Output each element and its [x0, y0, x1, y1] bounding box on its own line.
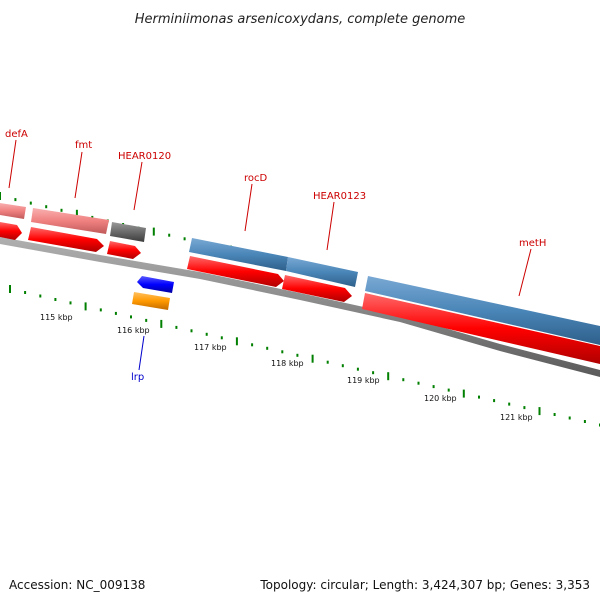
inner-gc-tick	[235, 337, 238, 346]
fmt-leader	[74, 151, 83, 199]
reverse-cds-track	[0, 222, 600, 364]
gene-label-lines	[8, 139, 532, 297]
tick-labels: 115 kbp 116 kbp 117 kbp 118 kbp 119 kbp …	[40, 313, 533, 422]
gene-defA-feature	[0, 203, 26, 219]
gene-labels: defA fmt HEAR0120 rocD HEAR0123 metH lrp	[5, 129, 546, 383]
inner-gc-tick	[508, 402, 511, 406]
lrp-orange-feature	[132, 292, 170, 310]
accession-text: Accession: NC_009138	[9, 578, 146, 592]
inner-gc-tick	[447, 388, 450, 392]
inner-gc-tick	[553, 413, 556, 416]
gene-HEAR0123-feature	[286, 257, 358, 287]
inner-gc-tick	[251, 343, 254, 347]
tick-label-121: 121 kbp	[500, 413, 533, 422]
label-rocD: rocD	[244, 173, 268, 184]
genome-backbone	[0, 237, 600, 377]
inner-gc-tick	[372, 371, 375, 375]
label-metH: metH	[519, 238, 546, 249]
inner-gc-tick	[266, 346, 269, 350]
outer-gc-tick	[152, 227, 155, 236]
red-arrow-6	[362, 293, 600, 364]
HEAR0123-leader	[326, 201, 335, 251]
inner-gc-tick	[190, 329, 193, 333]
outer-gc-tick	[60, 208, 63, 212]
label-defA: defA	[5, 129, 28, 140]
red-arrow-2	[28, 227, 104, 252]
inner-gc-tick	[84, 302, 87, 311]
defA-leader	[8, 139, 17, 189]
inner-gc-tick	[205, 332, 208, 336]
inner-gc-tick	[99, 308, 102, 312]
label-HEAR0120: HEAR0120	[118, 151, 171, 162]
inner-gc-tick	[39, 294, 42, 298]
inner-gc-tick	[341, 364, 344, 368]
inner-gc-tick	[432, 385, 435, 389]
inner-gc-tick	[9, 285, 11, 293]
HEAR0120-leader	[133, 161, 143, 211]
inner-gc-tick	[220, 336, 223, 340]
label-HEAR0123: HEAR0123	[313, 191, 366, 202]
inner-gc-tick	[583, 420, 586, 423]
map-title: Herminiimonas arsenicoxydans, complete g…	[135, 12, 465, 27]
lrp-blue-feature	[137, 276, 174, 293]
inner-gc-tick	[326, 360, 329, 364]
outer-gc-tick	[14, 198, 17, 202]
inner-gc-tick	[175, 325, 178, 329]
tick-label-119: 119 kbp	[347, 376, 380, 385]
inner-gc-tick	[114, 311, 117, 315]
outer-gc-tick	[0, 192, 1, 200]
red-arrow-5	[282, 275, 352, 302]
inner-gc-track	[9, 285, 600, 427]
inner-gc-tick	[311, 354, 314, 363]
gene-fmt-feature	[31, 208, 109, 234]
outer-gc-tick	[45, 205, 48, 209]
inner-gc-tick	[296, 353, 299, 357]
lrp-leader	[138, 335, 145, 371]
inner-gc-tick	[356, 367, 359, 371]
inner-gc-tick	[417, 381, 420, 385]
tick-label-120: 120 kbp	[424, 394, 457, 403]
outer-gc-tick	[75, 209, 78, 218]
metH-leader	[518, 248, 532, 297]
genome-summary-text: Topology: circular; Length: 3,424,307 bp…	[260, 578, 590, 592]
red-arrow-3	[107, 241, 141, 259]
inner-gc-tick	[568, 416, 571, 420]
red-arrow-4	[187, 256, 284, 287]
label-lrp: lrp	[131, 372, 144, 383]
inner-gc-tick	[160, 319, 163, 328]
gene-metH-feature	[365, 276, 600, 345]
inner-gc-tick	[69, 301, 72, 305]
inner-gc-tick	[387, 372, 390, 381]
inner-gc-tick	[523, 406, 526, 410]
tick-label-118: 118 kbp	[271, 359, 304, 368]
red-arrow-1	[0, 222, 22, 240]
label-fmt: fmt	[75, 140, 92, 151]
tick-label-116: 116 kbp	[117, 326, 150, 335]
outer-gc-tick	[168, 233, 171, 237]
inner-gc-tick	[130, 315, 132, 319]
gene-HEAR0120-feature	[110, 222, 146, 242]
inner-gc-tick	[462, 389, 465, 398]
tick-label-115: 115 kbp	[40, 313, 73, 322]
inner-gc-tick	[402, 378, 405, 382]
inner-gc-tick	[145, 318, 148, 322]
inner-gc-tick	[281, 350, 284, 354]
gene-rocD-feature	[189, 238, 288, 271]
inner-gc-tick	[493, 399, 496, 403]
forward-features	[0, 203, 600, 345]
inner-gc-tick	[24, 291, 27, 294]
inner-gc-tick	[54, 298, 57, 301]
outer-gc-tick	[29, 201, 32, 205]
tick-label-117: 117 kbp	[194, 343, 227, 352]
inner-gc-tick	[538, 407, 541, 416]
inner-gc-tick	[478, 395, 480, 399]
outer-gc-tick	[183, 237, 186, 241]
rocD-leader	[244, 183, 253, 232]
